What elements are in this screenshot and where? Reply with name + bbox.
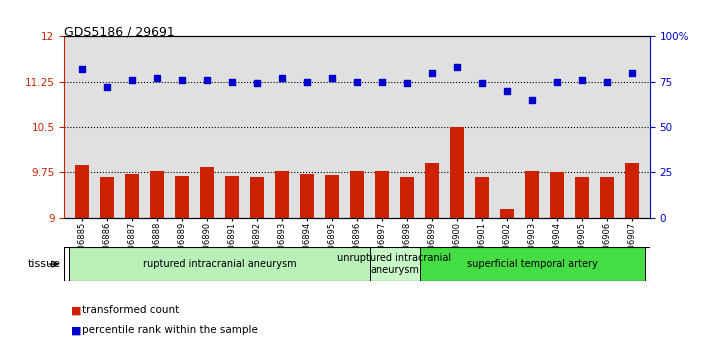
Point xyxy=(226,79,238,85)
Bar xyxy=(476,177,489,218)
Text: GDS5186 / 29691: GDS5186 / 29691 xyxy=(64,25,175,38)
Bar xyxy=(625,163,639,218)
Point xyxy=(576,77,588,83)
Point xyxy=(276,75,288,81)
Bar xyxy=(350,171,364,218)
Point xyxy=(176,77,188,83)
Bar xyxy=(375,171,389,218)
Point xyxy=(201,77,213,83)
Point xyxy=(501,88,513,94)
Text: transformed count: transformed count xyxy=(82,305,179,315)
Bar xyxy=(370,247,420,281)
Text: ■: ■ xyxy=(71,325,82,335)
Point xyxy=(626,70,638,76)
Text: superficial temporal artery: superficial temporal artery xyxy=(467,259,598,269)
Bar xyxy=(600,177,614,218)
Point xyxy=(101,84,113,90)
Text: ruptured intracranial aneurysm: ruptured intracranial aneurysm xyxy=(143,259,296,269)
Point xyxy=(376,79,388,85)
Bar xyxy=(175,176,188,218)
Bar xyxy=(501,209,514,218)
Point xyxy=(151,75,163,81)
Text: percentile rank within the sample: percentile rank within the sample xyxy=(82,325,258,335)
Bar xyxy=(200,167,213,218)
Bar xyxy=(300,174,314,218)
Bar xyxy=(75,165,89,218)
Point xyxy=(551,79,563,85)
Point xyxy=(76,66,88,72)
Point xyxy=(326,75,338,81)
Point xyxy=(126,77,138,83)
Text: ■: ■ xyxy=(71,305,82,315)
Bar xyxy=(150,171,164,218)
Point xyxy=(401,81,413,86)
Point xyxy=(426,70,438,76)
Text: tissue: tissue xyxy=(28,259,61,269)
Bar xyxy=(550,172,564,218)
Bar xyxy=(125,174,139,218)
Bar xyxy=(400,177,414,218)
Point xyxy=(301,79,313,85)
Bar xyxy=(250,177,263,218)
Point xyxy=(526,97,538,103)
Bar xyxy=(325,175,339,218)
Bar xyxy=(526,171,539,218)
Bar xyxy=(100,177,114,218)
Bar xyxy=(425,163,439,218)
Text: unruptured intracranial
aneurysm: unruptured intracranial aneurysm xyxy=(338,253,451,275)
Point xyxy=(451,64,463,70)
Bar xyxy=(451,127,464,218)
Point xyxy=(476,81,488,86)
Bar xyxy=(420,247,645,281)
Bar xyxy=(575,177,589,218)
Point xyxy=(251,81,263,86)
Bar xyxy=(275,171,289,218)
Bar xyxy=(69,247,370,281)
Point xyxy=(601,79,613,85)
Point xyxy=(351,79,363,85)
Bar xyxy=(225,176,238,218)
